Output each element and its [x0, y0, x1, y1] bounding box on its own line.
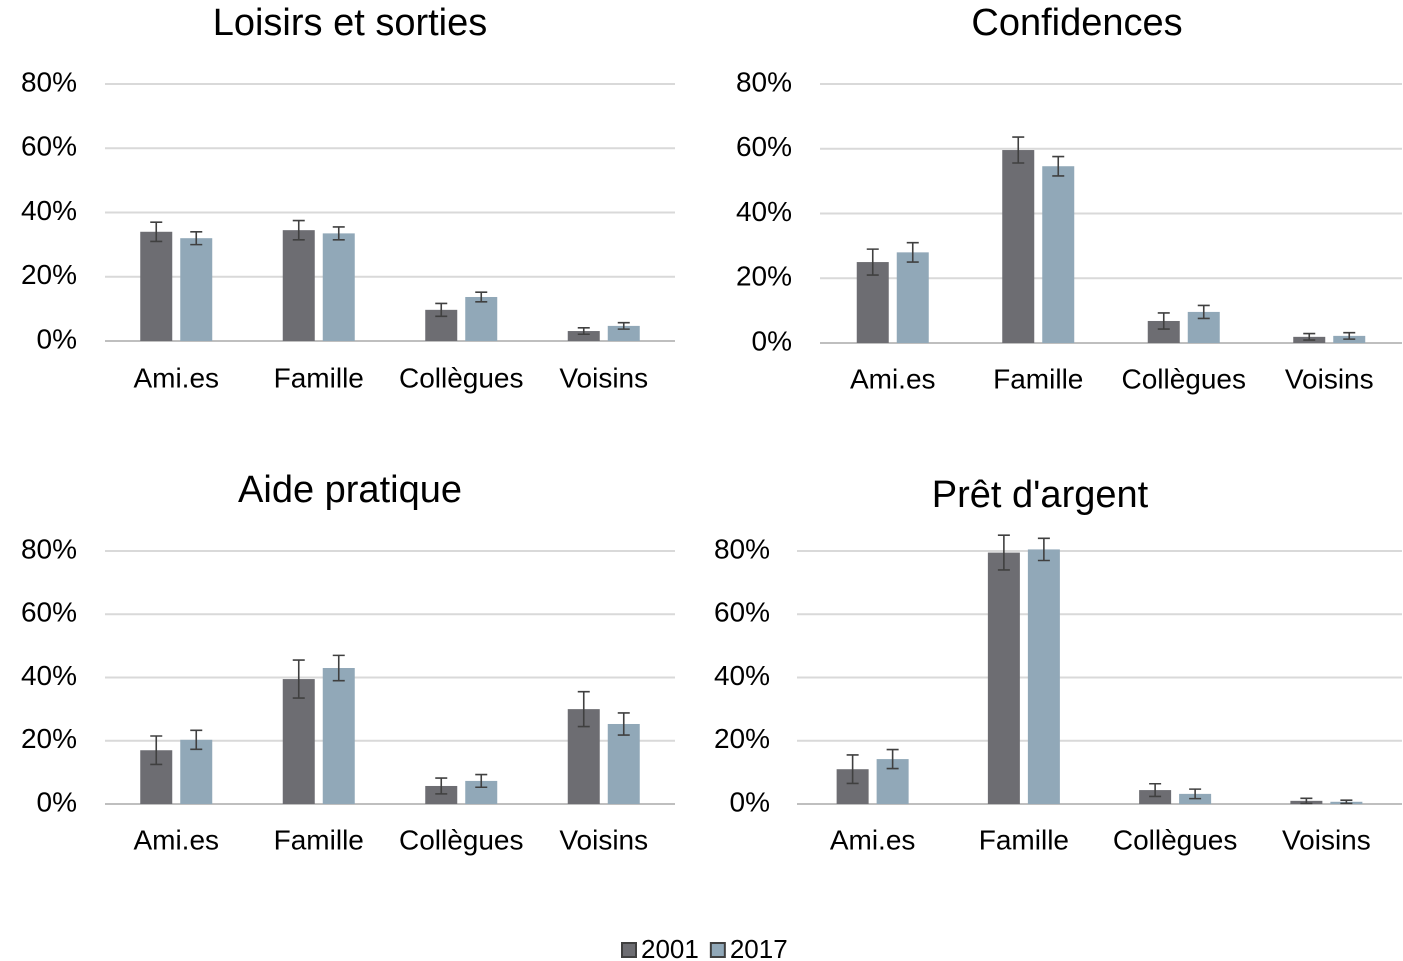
bar: [282, 230, 315, 341]
x-tick-label: Voisins: [559, 362, 648, 393]
bar: [282, 679, 315, 804]
error-bar: [577, 690, 590, 728]
legend-swatch: [709, 942, 726, 958]
y-tick-label: 60%: [714, 597, 770, 628]
error-bar: [846, 754, 859, 785]
chart-title: Loisirs et sorties: [213, 2, 488, 44]
bar: [180, 739, 213, 804]
y-tick-label: 60%: [21, 597, 77, 628]
error-bar: [435, 302, 448, 318]
legend-label: 2017: [730, 934, 788, 961]
error-bar: [475, 291, 488, 303]
y-tick-label: 60%: [21, 131, 77, 162]
bar: [322, 233, 355, 341]
x-tick-label: Famille: [979, 824, 1069, 855]
error-bar: [886, 748, 899, 770]
error-bar: [1037, 537, 1050, 562]
error-bar: [1189, 788, 1202, 800]
error-bar: [617, 712, 630, 736]
y-tick-label: 80%: [21, 66, 77, 97]
bar: [987, 552, 1020, 804]
x-tick-label: Ami.es: [133, 824, 219, 855]
error-bar: [292, 219, 305, 241]
error-bar: [1340, 799, 1353, 805]
error-bar: [1052, 155, 1065, 177]
error-bar: [332, 226, 345, 241]
y-tick-label: 80%: [714, 533, 770, 564]
y-tick-label: 0%: [37, 323, 77, 354]
chart-title: Prêt d'argent: [932, 474, 1149, 516]
y-tick-label: 80%: [736, 66, 792, 97]
error-bar: [332, 654, 345, 682]
y-tick-label: 20%: [714, 723, 770, 754]
error-bar: [1149, 782, 1162, 798]
bar: [465, 296, 498, 341]
bar: [896, 252, 929, 343]
x-tick-label: Voisins: [1282, 824, 1371, 855]
error-bar: [577, 327, 590, 336]
error-bar: [906, 241, 919, 263]
y-tick-label: 0%: [752, 325, 792, 356]
x-tick-label: Collègues: [1121, 363, 1246, 394]
x-tick-label: Famille: [274, 362, 364, 393]
error-bar: [1197, 304, 1210, 320]
x-tick-label: Voisins: [559, 824, 648, 855]
y-tick-label: 40%: [736, 196, 792, 227]
x-tick-label: Ami.es: [133, 362, 219, 393]
error-bar: [150, 735, 163, 766]
y-tick-label: 60%: [736, 131, 792, 162]
x-tick-label: Voisins: [1285, 363, 1374, 394]
legend-swatch: [621, 942, 637, 958]
bar: [567, 331, 600, 341]
error-bar: [435, 777, 448, 795]
bar: [180, 238, 213, 341]
bar: [1147, 320, 1180, 343]
x-tick-label: Famille: [993, 363, 1083, 394]
y-tick-label: 80%: [21, 533, 77, 564]
bar: [1027, 549, 1060, 804]
bar: [425, 785, 458, 804]
y-tick-label: 0%: [37, 786, 77, 817]
x-tick-label: Famille: [274, 824, 364, 855]
y-tick-label: 20%: [21, 259, 77, 290]
bar: [322, 668, 355, 804]
y-tick-label: 40%: [714, 660, 770, 691]
bar: [607, 325, 640, 341]
y-tick-label: 20%: [736, 261, 792, 292]
y-tick-label: 40%: [21, 195, 77, 226]
chart-title: Aide pratique: [238, 469, 462, 511]
chart-title: Confidences: [971, 2, 1182, 44]
error-bar: [1343, 331, 1356, 340]
error-bar: [150, 221, 163, 243]
error-bar: [1303, 332, 1316, 341]
bar: [140, 231, 173, 341]
error-bar: [1012, 136, 1025, 164]
error-bar: [475, 773, 488, 789]
x-tick-label: Collègues: [399, 362, 524, 393]
error-bar: [292, 659, 305, 699]
error-bar: [997, 534, 1010, 571]
y-tick-label: 20%: [21, 723, 77, 754]
error-bar: [1300, 797, 1313, 805]
error-bar: [190, 729, 203, 751]
x-tick-label: Ami.es: [830, 824, 916, 855]
error-bar: [1157, 312, 1170, 330]
error-bar: [866, 248, 879, 276]
bar: [1002, 150, 1035, 343]
x-tick-label: Collègues: [1113, 824, 1238, 855]
bar: [607, 723, 640, 804]
x-tick-label: Collègues: [399, 824, 524, 855]
legend-label: 2001: [641, 934, 699, 961]
y-tick-label: 0%: [730, 786, 770, 817]
bar: [1042, 166, 1075, 343]
x-tick-label: Ami.es: [850, 363, 936, 394]
bar: [465, 780, 498, 804]
y-tick-label: 40%: [21, 660, 77, 691]
error-bar: [617, 321, 630, 330]
error-bar: [190, 230, 203, 246]
